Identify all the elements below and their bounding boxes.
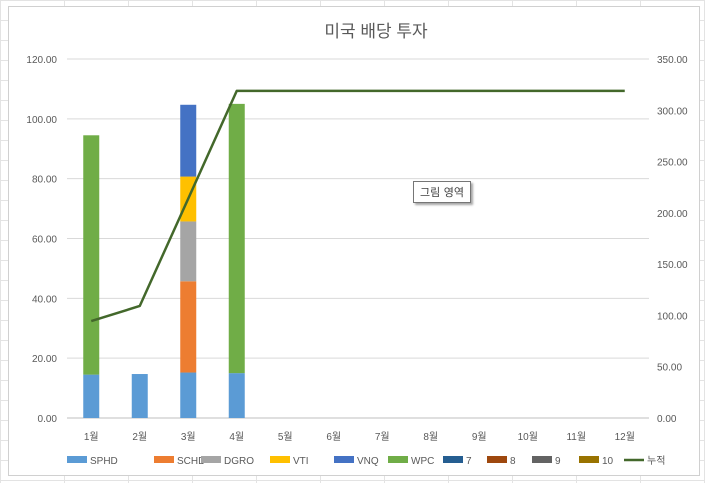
legend-item-누적[interactable]: 누적 [624, 455, 665, 467]
right-tick-label: 50.00 [657, 363, 682, 374]
legend-swatch [443, 456, 463, 463]
left-tick-label: 100.00 [26, 115, 57, 126]
legend-label: WPC [411, 456, 434, 467]
legend-item-10[interactable]: 10 [579, 456, 614, 467]
category-label: 7월 [375, 431, 390, 443]
right-tick-label: 300.00 [657, 106, 688, 117]
legend-swatch [334, 456, 354, 463]
left-tick-label: 40.00 [32, 294, 57, 305]
left-tick-label: 60.00 [32, 235, 57, 246]
legend-item-7[interactable]: 7 [443, 456, 472, 467]
bar-schd-3[interactable] [180, 281, 197, 373]
legend-swatch [154, 456, 174, 463]
left-tick-label: 80.00 [32, 175, 57, 186]
legend-item-schd[interactable]: SCHD [154, 456, 205, 467]
category-label: 9월 [472, 431, 487, 443]
category-label: 12월 [615, 431, 635, 443]
category-label: 5월 [278, 431, 293, 443]
legend-label: 누적 [647, 455, 665, 467]
legend-swatch [67, 456, 87, 463]
bar-sphd-1[interactable] [83, 374, 100, 418]
chart-title: 미국 배당 투자 [324, 22, 428, 41]
category-axis-labels: 1월 2월 3월 4월 5월 6월 7월 8월 9월 10월 11월 12월 [84, 431, 635, 443]
right-tick-label: 0.00 [657, 414, 677, 425]
right-tick-label: 350.00 [657, 55, 688, 66]
legend-item-sphd[interactable]: SPHD [67, 456, 118, 467]
legend-swatch [270, 456, 290, 463]
legend-label: DGRO [224, 456, 254, 467]
left-tick-label: 120.00 [26, 55, 57, 66]
line-series-group[interactable] [90, 89, 625, 323]
legend-swatch [579, 456, 599, 463]
legend-label: 7 [466, 456, 472, 467]
bar-series-group[interactable] [83, 103, 245, 418]
right-tick-label: 250.00 [657, 158, 688, 169]
category-label: 10월 [518, 431, 538, 443]
category-label: 11월 [566, 431, 586, 443]
right-tick-label: 100.00 [657, 311, 688, 322]
chart-area[interactable]: 미국 배당 투자 0.00 20.00 40.00 60.00 80.00 100.00 1… [8, 6, 700, 476]
legend-item-vnq[interactable]: VNQ [334, 456, 379, 467]
legend-label: 9 [555, 456, 561, 467]
line-cumulative[interactable] [90, 89, 625, 323]
legend-swatch [201, 456, 221, 463]
legend-item-9[interactable]: 9 [532, 456, 561, 467]
legend-label: 8 [510, 456, 516, 467]
bar-vnq-3[interactable] [180, 104, 197, 177]
left-tick-label: 20.00 [32, 354, 57, 365]
category-label: 8월 [423, 431, 438, 443]
category-label: 3월 [181, 431, 196, 443]
gridlines [67, 58, 649, 419]
legend-swatch [487, 456, 507, 463]
category-label: 2월 [132, 431, 147, 443]
right-tick-label: 200.00 [657, 209, 688, 220]
right-axis-ticks: 0.00 50.00 100.00 150.00 200.00 250.00 300.00 3… [657, 55, 688, 425]
legend-label: VTI [293, 456, 309, 467]
bar-sphd-2[interactable] [131, 374, 148, 418]
legend-label: SCHD [177, 456, 205, 467]
legend-item-wpc[interactable]: WPC [388, 456, 434, 467]
legend-item-vti[interactable]: VTI [270, 456, 309, 467]
left-axis-ticks: 0.00 20.00 40.00 60.00 80.00 100.00 120.00 [26, 55, 57, 425]
legend-label: 10 [602, 456, 614, 467]
legend-label: SPHD [90, 456, 118, 467]
left-tick-label: 0.00 [38, 414, 58, 425]
category-label: 1월 [84, 431, 99, 443]
bar-dgro-3[interactable] [180, 221, 197, 282]
category-label: 4월 [229, 431, 244, 443]
legend-item-8[interactable]: 8 [487, 456, 516, 467]
legend-item-dgro[interactable]: DGRO [201, 456, 254, 467]
legend[interactable]: SPHD SCHD DGRO VTI VNQ WPC 7 8 9 10 누적 [67, 455, 665, 467]
chart-svg[interactable]: 미국 배당 투자 0.0020.0040.0060.0080.00100.001… [9, 7, 699, 475]
legend-swatch [532, 456, 552, 463]
legend-swatch [388, 456, 408, 463]
bar-sphd-3[interactable] [180, 372, 197, 418]
bar-wpc-4[interactable] [228, 103, 245, 374]
plot-area-tooltip: 그림 영역 [413, 181, 471, 203]
bar-sphd-4[interactable] [228, 373, 245, 418]
right-tick-label: 150.00 [657, 260, 688, 271]
category-label: 6월 [326, 431, 341, 443]
legend-label: VNQ [357, 456, 379, 467]
bar-wpc-1[interactable] [83, 135, 100, 375]
